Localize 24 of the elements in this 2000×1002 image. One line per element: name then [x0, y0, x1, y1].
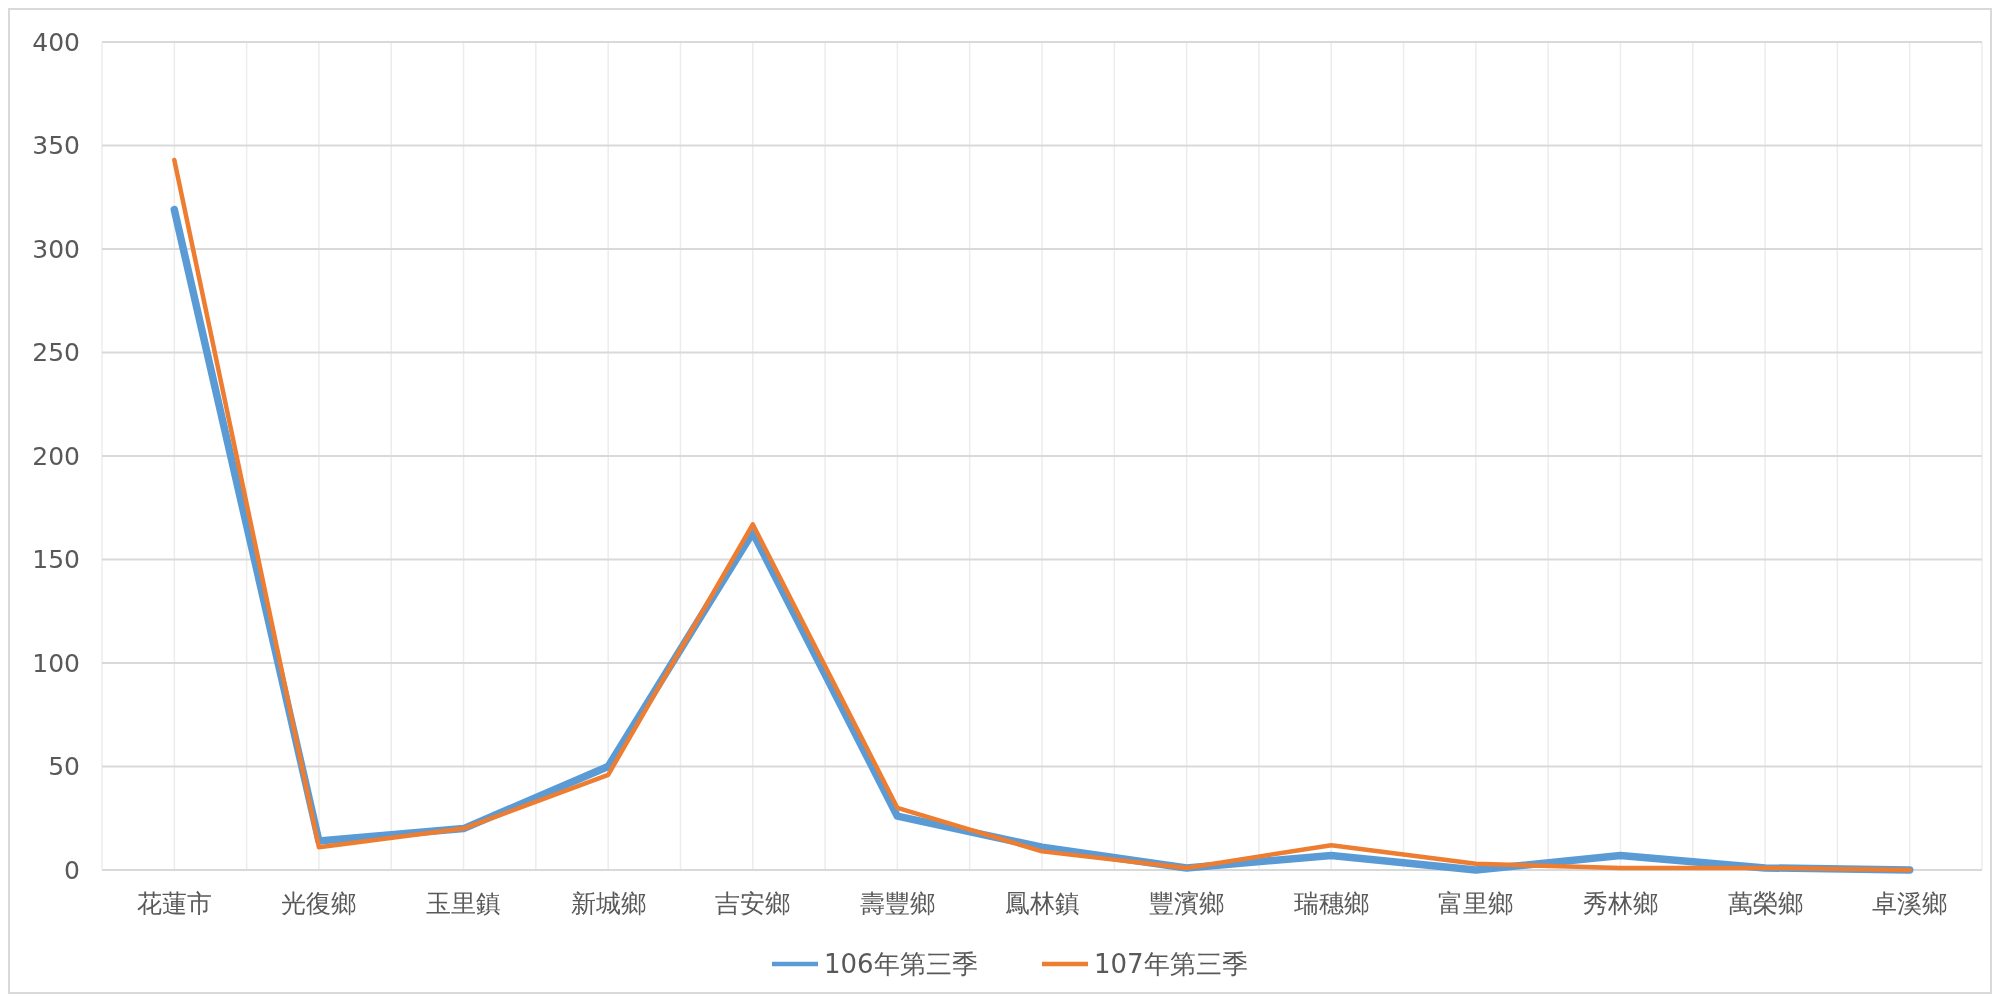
- y-tick-label: 50: [48, 752, 80, 781]
- x-tick-label: 瑞穗鄉: [1293, 889, 1369, 918]
- y-tick-label: 400: [32, 27, 80, 57]
- legend-label: 106年第三季: [824, 949, 978, 979]
- y-tick-label: 250: [32, 338, 80, 367]
- x-tick-label: 豐濱鄉: [1149, 889, 1225, 918]
- x-tick-label: 玉里鎮: [426, 889, 502, 918]
- x-tick-label: 鳳林鎮: [1004, 889, 1080, 918]
- y-tick-label: 0: [64, 855, 80, 885]
- y-tick-label: 100: [32, 648, 80, 678]
- x-tick-label: 吉安鄉: [715, 889, 791, 918]
- x-tick-label: 花蓮市: [136, 889, 212, 918]
- y-tick-label: 300: [32, 234, 80, 264]
- y-tick-label: 350: [32, 131, 80, 160]
- x-tick-label: 新城鄉: [570, 889, 646, 918]
- x-tick-label: 富里鄉: [1438, 889, 1514, 918]
- x-tick-label: 卓溪鄉: [1872, 889, 1948, 918]
- x-tick-label: 萬榮鄉: [1727, 889, 1803, 918]
- x-tick-label: 秀林鄉: [1582, 889, 1658, 918]
- x-tick-label: 壽豐鄉: [859, 889, 935, 918]
- legend-label: 107年第三季: [1094, 949, 1248, 979]
- y-tick-label: 150: [32, 545, 80, 574]
- y-tick-label: 200: [32, 441, 80, 471]
- x-tick-label: 光復鄉: [281, 889, 357, 918]
